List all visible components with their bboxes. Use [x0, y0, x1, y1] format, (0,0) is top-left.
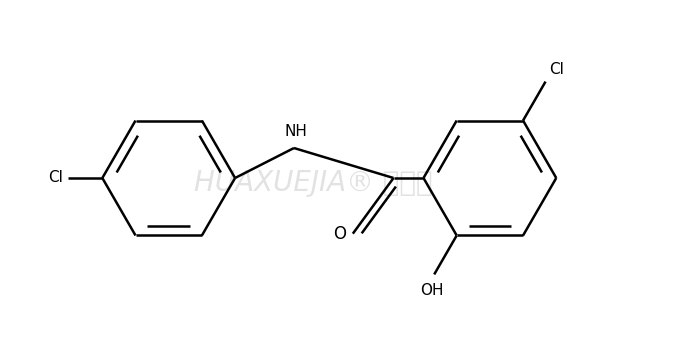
Text: NH: NH — [285, 125, 307, 140]
Text: OH: OH — [420, 283, 444, 298]
Text: HUAXUEJIA® 化学加: HUAXUEJIA® 化学加 — [194, 169, 432, 197]
Text: O: O — [333, 225, 347, 243]
Text: Cl: Cl — [48, 171, 63, 185]
Text: Cl: Cl — [549, 62, 564, 77]
